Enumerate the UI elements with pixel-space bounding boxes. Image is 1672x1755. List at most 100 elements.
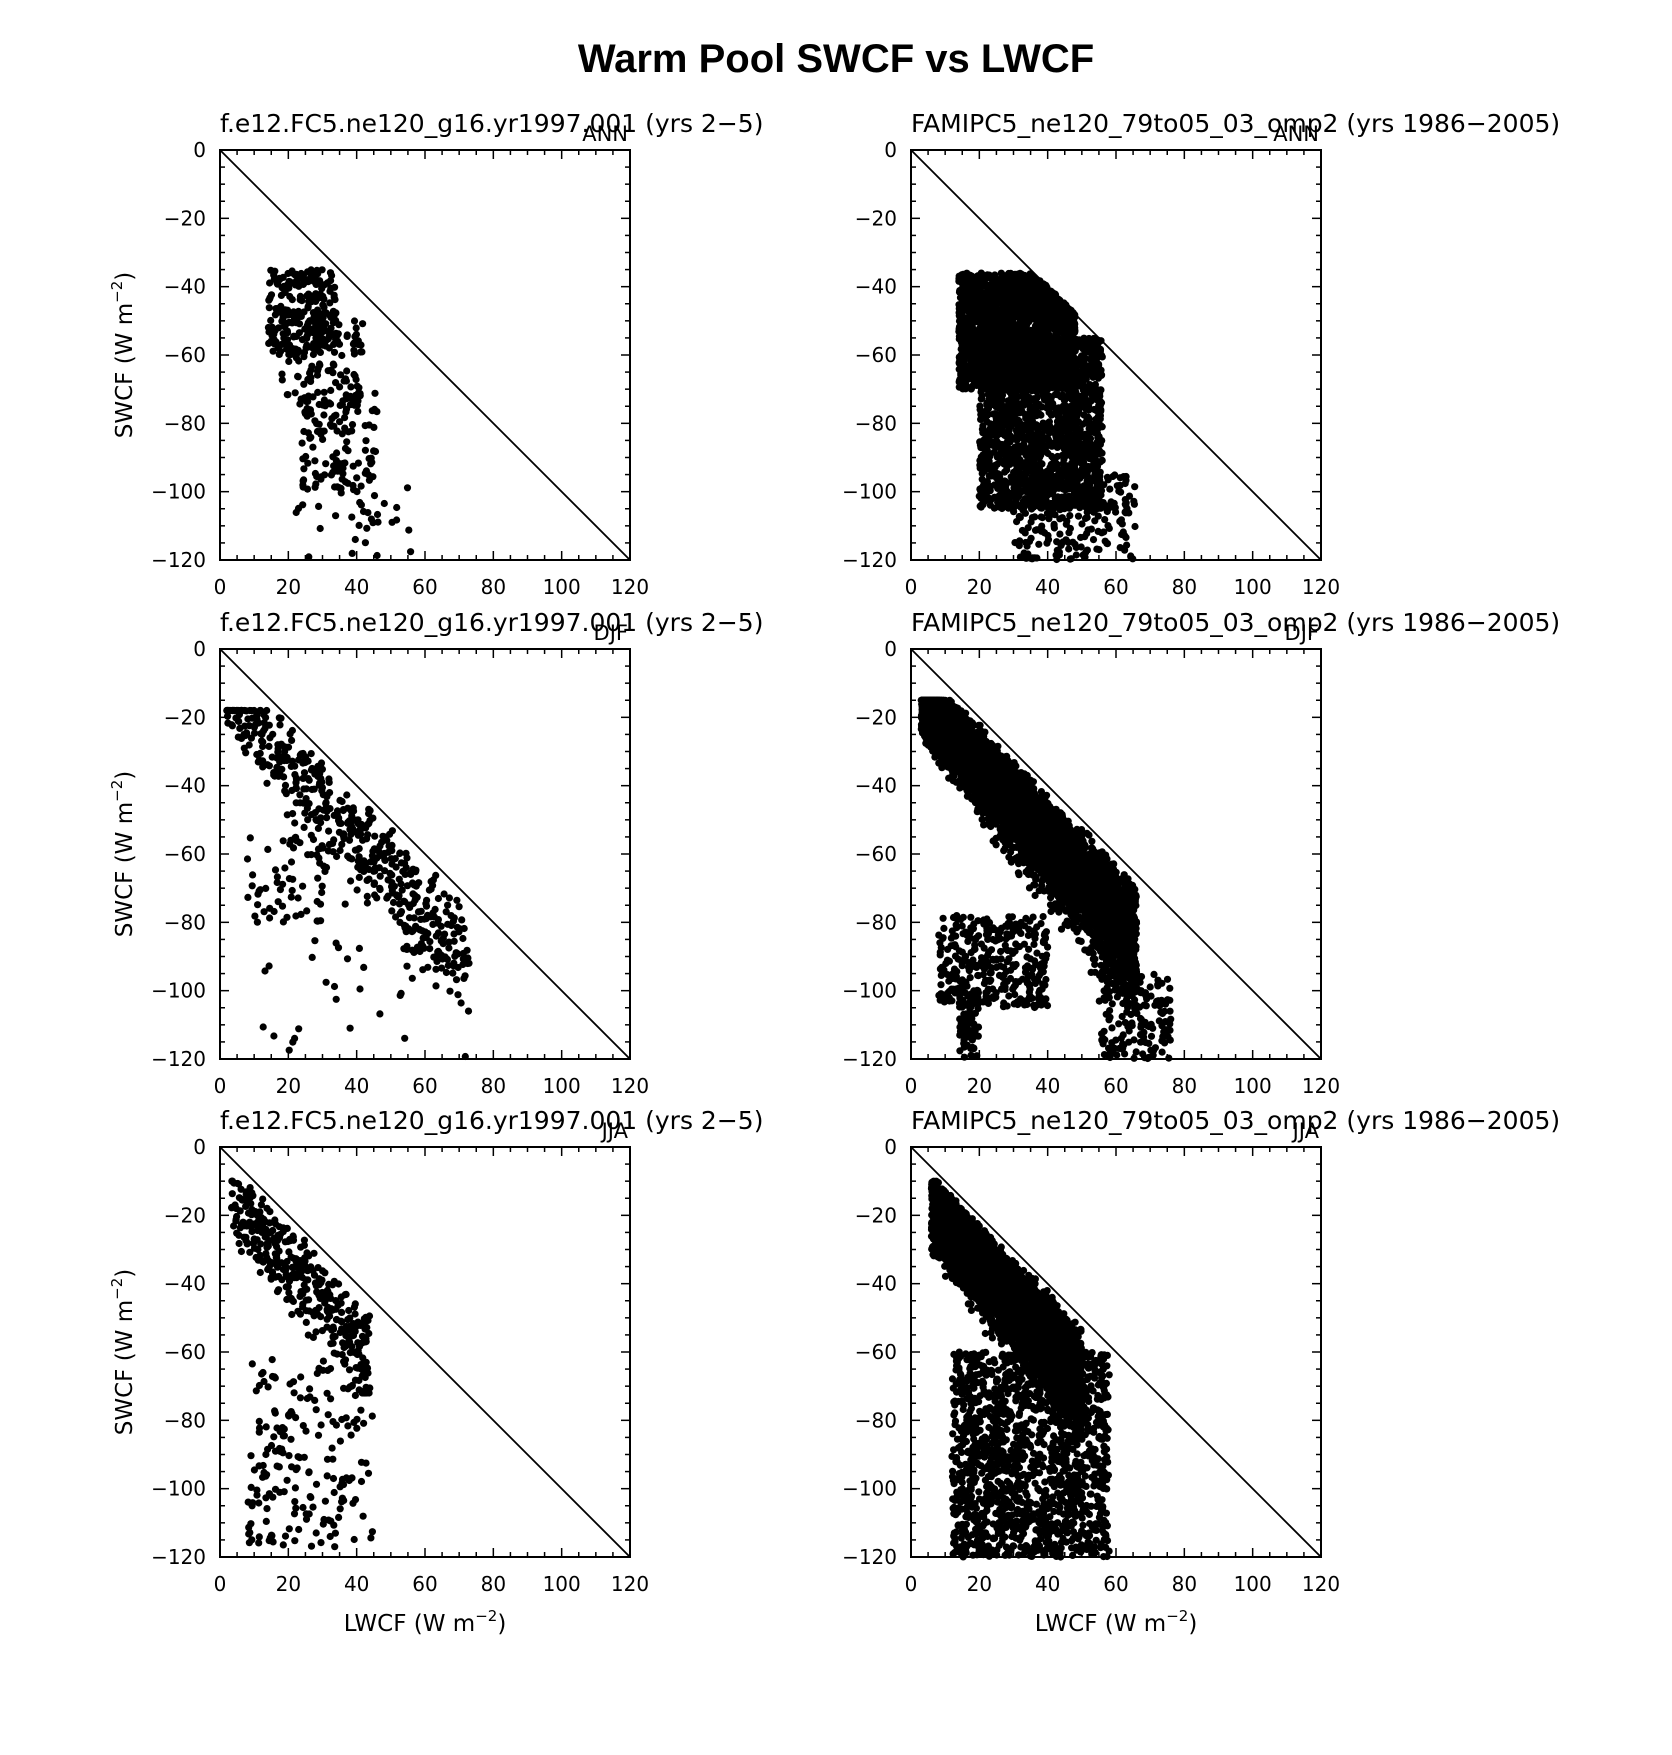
- data-point: [1094, 490, 1102, 498]
- data-point: [1049, 425, 1057, 433]
- data-point: [1037, 451, 1045, 459]
- data-point: [1036, 478, 1045, 486]
- data-point: [336, 418, 344, 426]
- season-label: ANN: [1273, 122, 1319, 146]
- data-point: [334, 330, 342, 338]
- data-point: [1028, 505, 1036, 513]
- data-point: [1057, 348, 1065, 357]
- data-point: [316, 277, 324, 285]
- y-tick-label: −40: [855, 275, 897, 299]
- data-point: [962, 332, 971, 340]
- data-point: [304, 397, 312, 405]
- data-point: [1060, 395, 1068, 403]
- y-tick-label: −60: [164, 343, 206, 367]
- data-point: [1098, 529, 1106, 537]
- data-point: [294, 373, 302, 381]
- data-point: [1067, 318, 1075, 326]
- data-point: [998, 273, 1006, 281]
- x-tick-label: 0: [905, 575, 918, 599]
- data-point: [300, 380, 308, 388]
- data-point: [1001, 477, 1010, 485]
- data-point: [977, 338, 985, 346]
- data-point: [370, 405, 379, 413]
- data-point: [1033, 349, 1041, 357]
- data-point: [1013, 436, 1021, 444]
- data-point: [353, 474, 361, 482]
- data-point: [975, 290, 983, 299]
- data-point: [307, 410, 315, 418]
- x-tick-label: 100: [1234, 575, 1272, 599]
- data-point: [959, 349, 968, 358]
- x-tick-label: 60: [412, 575, 437, 599]
- data-point: [335, 321, 343, 329]
- data-point: [296, 400, 304, 408]
- data-point: [1046, 486, 1054, 494]
- data-point: [979, 365, 987, 374]
- data-point: [351, 391, 359, 400]
- data-point: [1075, 429, 1083, 437]
- figure-title: Warm Pool SWCF vs LWCF: [578, 37, 1094, 81]
- data-point: [303, 404, 311, 413]
- data-point: [350, 346, 358, 354]
- data-point: [295, 357, 303, 365]
- data-point: [1019, 335, 1027, 344]
- data-point: [274, 305, 282, 313]
- data-point: [337, 371, 345, 379]
- data-point: [357, 482, 365, 490]
- data-point: [1002, 455, 1011, 464]
- data-point: [1039, 441, 1047, 449]
- x-tick-label: 0: [214, 575, 227, 599]
- data-point: [1082, 548, 1090, 557]
- data-point: [290, 314, 298, 322]
- data-point: [333, 337, 342, 345]
- data-point: [980, 351, 989, 359]
- data-point: [285, 357, 293, 365]
- data-point: [1090, 477, 1098, 485]
- data-point: [991, 423, 999, 431]
- data-point: [1073, 487, 1081, 495]
- data-point: [977, 503, 985, 511]
- data-point: [304, 459, 312, 467]
- data-point: [307, 366, 315, 374]
- data-point: [304, 302, 312, 310]
- data-point: [315, 502, 323, 510]
- data-point: [1075, 497, 1083, 505]
- scatter-points: [955, 269, 1139, 564]
- x-tick-label: 40: [344, 575, 369, 599]
- data-point: [313, 371, 322, 379]
- data-point: [1022, 309, 1030, 317]
- data-point: [1041, 320, 1049, 328]
- data-point: [994, 322, 1002, 330]
- data-point: [978, 475, 986, 483]
- y-axis-label-exponent: −2: [108, 281, 126, 303]
- data-point: [1098, 351, 1106, 359]
- data-point: [302, 452, 310, 461]
- data-point: [315, 360, 324, 368]
- data-point: [1053, 358, 1061, 366]
- y-tick-label: −40: [164, 275, 206, 299]
- data-point: [300, 353, 308, 361]
- data-point: [1092, 339, 1101, 347]
- data-point: [363, 524, 371, 532]
- data-point: [371, 447, 380, 456]
- data-point: [269, 347, 277, 355]
- data-point: [1096, 390, 1104, 398]
- data-point: [1064, 437, 1072, 445]
- data-point: [327, 284, 335, 292]
- data-point: [1098, 371, 1106, 379]
- data-point: [1015, 512, 1023, 521]
- data-point: [329, 307, 337, 315]
- data-point: [326, 269, 335, 277]
- data-point: [1011, 341, 1019, 349]
- data-point: [1014, 425, 1022, 433]
- data-point: [1002, 440, 1010, 448]
- data-point: [332, 411, 340, 419]
- data-point: [1054, 418, 1062, 426]
- data-point: [1010, 508, 1018, 516]
- data-point: [1052, 370, 1061, 378]
- data-point: [1043, 498, 1051, 507]
- data-point: [1010, 280, 1018, 288]
- data-point: [354, 407, 362, 415]
- data-point: [361, 539, 369, 547]
